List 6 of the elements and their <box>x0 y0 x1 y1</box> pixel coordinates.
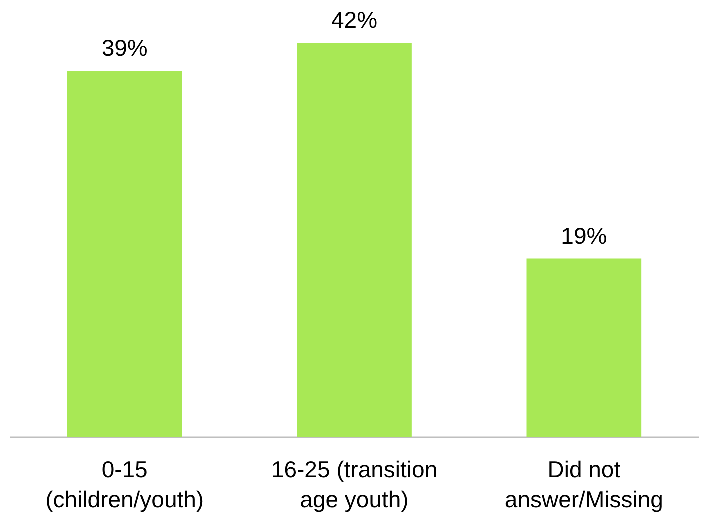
data-label: 39% <box>102 35 148 62</box>
x-tick-label: 0-15 (children/youth) <box>46 456 204 512</box>
data-label: 42% <box>331 7 378 33</box>
data-label: 19% <box>561 222 608 249</box>
x-tick-label: Did not answer/Missing <box>504 456 664 512</box>
x-tick-label: 16-25 (transition age youth) <box>271 456 438 512</box>
